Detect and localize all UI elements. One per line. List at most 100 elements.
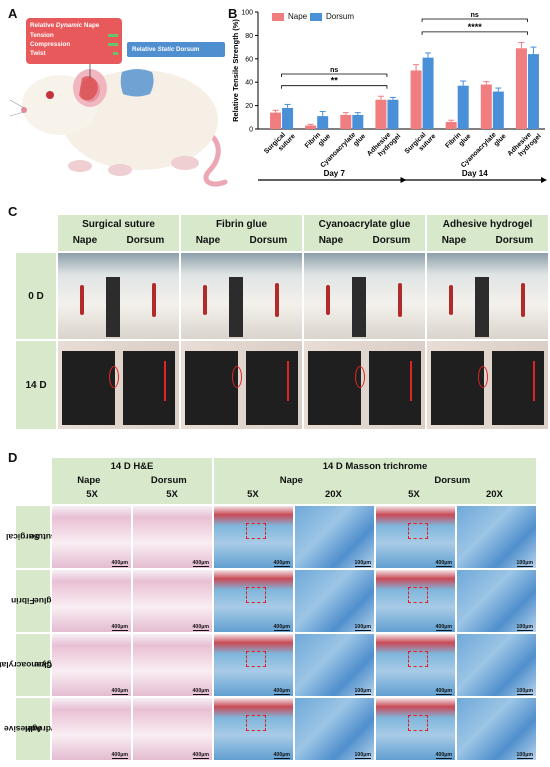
- scale-bar: 400μm: [111, 624, 129, 631]
- histology-tile: 100μm: [457, 698, 536, 760]
- timeline-arrowhead: [541, 177, 547, 183]
- bar-nape-5: [445, 121, 457, 129]
- y-tick-label: 80: [245, 33, 253, 40]
- panel-label-d: D: [8, 450, 18, 465]
- panel-label-a: A: [8, 6, 18, 21]
- bar-dorsum-1: [317, 116, 329, 129]
- histology-tile: 100μm: [295, 570, 374, 632]
- histology-tile: 400μm: [52, 506, 131, 568]
- bar-dorsum-3: [387, 99, 399, 129]
- histology-tile: 400μm: [376, 698, 455, 760]
- scale-bar: 400μm: [435, 688, 453, 695]
- histology-tile: 400μm: [133, 634, 212, 696]
- bar-nape-3: [375, 99, 387, 129]
- category-label: Surgicalsuture: [263, 127, 297, 161]
- category-label: Surgicalsuture: [404, 127, 438, 161]
- photo-14d: [427, 341, 548, 429]
- y-tick-label: 0: [249, 127, 253, 134]
- histology-tile: 400μm: [52, 634, 131, 696]
- scale-bar: 100μm: [516, 752, 534, 759]
- panel-label-c: C: [8, 204, 18, 219]
- category-label: Adhesivehydrogel: [366, 127, 402, 163]
- histology-tile: 100μm: [295, 698, 374, 760]
- bar-nape-6: [480, 84, 492, 129]
- histology-tile: 400μm: [214, 634, 293, 696]
- histology-tile: 400μm: [376, 570, 455, 632]
- c-treatment-header: Adhesive hydrogel Nape Dorsum: [427, 215, 548, 251]
- bar-dorsum-0: [282, 107, 294, 129]
- histology-tile: 400μm: [214, 506, 293, 568]
- histology-tile: 400μm: [52, 698, 131, 760]
- roi-box: [407, 587, 428, 604]
- scale-bar: 400μm: [273, 624, 291, 631]
- legend-swatch-nape: [272, 12, 284, 21]
- scale-bar: 400μm: [435, 624, 453, 631]
- roi-box: [407, 715, 428, 732]
- c-site-dorsum: Dorsum: [372, 235, 411, 246]
- roi-box: [407, 651, 428, 668]
- scale-bar: 400μm: [192, 688, 210, 695]
- bar-nape-7: [515, 48, 527, 129]
- tension-bar-icon: [108, 34, 118, 37]
- photo-14d: [304, 341, 425, 429]
- roi-box: [245, 523, 266, 540]
- scale-bar: 400μm: [435, 560, 453, 567]
- histology-tile: 400μm: [133, 698, 212, 760]
- photo-14d: [181, 341, 302, 429]
- scale-bar: 400μm: [192, 752, 210, 759]
- c-treatment-header: Cyanoacrylate glue Nape Dorsum: [304, 215, 425, 251]
- dynamic-nape-callout: Relative Dynamic Nape Tension Compressio…: [26, 18, 122, 64]
- category-label: Adhesivehydrogel: [507, 127, 543, 163]
- bar-nape-4: [410, 70, 422, 129]
- timeline-divider: [400, 177, 407, 183]
- photo-0d: [181, 253, 302, 339]
- c-site-nape: Nape: [441, 235, 467, 246]
- d-he-header: 14 D H&E Nape Dorsum 5X 5X: [52, 458, 212, 504]
- histology-tile: 400μm: [133, 506, 212, 568]
- c-treatment-header: Fibrin glue Nape Dorsum: [181, 215, 302, 251]
- scale-bar: 400μm: [273, 560, 291, 567]
- y-tick-label: 100: [241, 10, 253, 17]
- roi-box: [407, 523, 428, 540]
- y-axis-label: Relative Tensile Strength (%): [231, 19, 240, 122]
- legend-swatch-dorsum: [310, 12, 322, 21]
- c-treatment-header: Surgical suture Nape Dorsum: [58, 215, 179, 251]
- scale-bar: 100μm: [516, 688, 534, 695]
- y-tick-label: 20: [245, 103, 253, 110]
- static-dorsum-callout: Relative Static Dorsum: [127, 42, 225, 57]
- histology-tile: 400μm: [376, 506, 455, 568]
- scale-bar: 100μm: [516, 624, 534, 631]
- significance-label: ns: [471, 12, 479, 19]
- bar-dorsum-6: [492, 91, 504, 129]
- nape-row-compression: Compression: [30, 41, 71, 48]
- roi-box: [245, 715, 266, 732]
- c-site-nape: Nape: [72, 235, 98, 246]
- significance-bracket: [421, 31, 528, 35]
- scale-bar: 400μm: [111, 752, 129, 759]
- bar-dorsum-5: [457, 85, 469, 129]
- bar-nape-0: [270, 112, 282, 129]
- photo-0d: [304, 253, 425, 339]
- histology-tile: 100μm: [295, 506, 374, 568]
- scale-bar: 400μm: [435, 752, 453, 759]
- roi-box: [245, 587, 266, 604]
- d-masson-header: 14 D Masson trichrome Nape Dorsum 5X 20X 5X…: [214, 458, 536, 504]
- histology-tile: 100μm: [457, 506, 536, 568]
- c-site-dorsum: Dorsum: [249, 235, 288, 246]
- d-row-label: Cyanoacrylateglue: [0, 634, 52, 696]
- bar-dorsum-7: [527, 54, 539, 130]
- nape-row-twist: Twist: [30, 50, 46, 57]
- roi-box: [245, 651, 266, 668]
- group-label: Day 14: [462, 169, 488, 178]
- legend-dorsum: Dorsum: [310, 12, 354, 21]
- scale-bar: 100μm: [354, 624, 372, 631]
- histology-tile: 400μm: [214, 698, 293, 760]
- significance-bracket: [421, 18, 528, 23]
- c-site-dorsum: Dorsum: [495, 235, 534, 246]
- significance-label: ns: [330, 67, 338, 74]
- compression-bar-icon: [108, 43, 118, 46]
- scale-bar: 100μm: [354, 752, 372, 759]
- photo-0d: [58, 253, 179, 339]
- group-label: Day 7: [324, 169, 346, 178]
- histology-tile: 100μm: [457, 570, 536, 632]
